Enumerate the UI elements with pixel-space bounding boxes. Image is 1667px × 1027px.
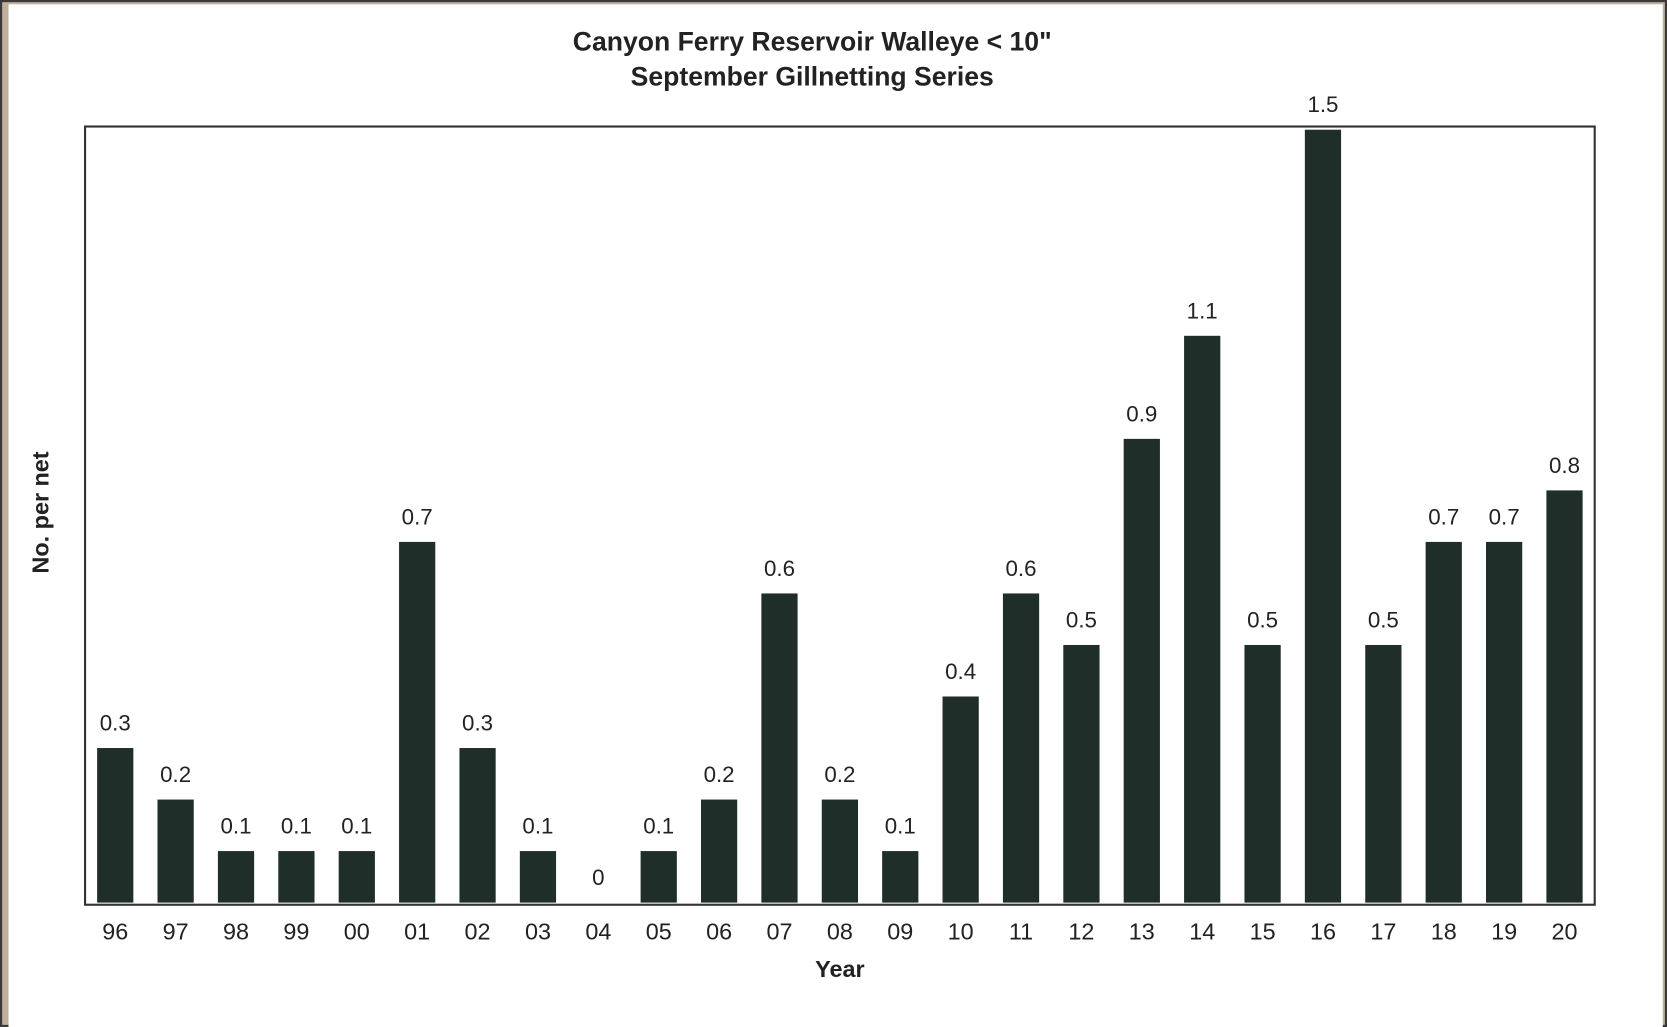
data-label: 1.1	[1187, 298, 1218, 323]
x-tick-label: 98	[223, 919, 249, 945]
bar	[1304, 129, 1342, 903]
plot-area	[83, 125, 1596, 906]
x-tick-label: 16	[1310, 919, 1336, 945]
x-tick-label: 06	[706, 919, 732, 945]
x-tick-label: 10	[948, 919, 974, 945]
x-tick-label: 04	[585, 919, 611, 945]
x-tick-label: 07	[766, 919, 792, 945]
bar	[1123, 438, 1160, 903]
x-axis-label: Year	[815, 956, 864, 982]
data-label: 0.7	[402, 504, 433, 529]
data-label: 0.1	[281, 814, 312, 839]
bar	[1184, 335, 1221, 903]
bar	[1486, 541, 1523, 903]
x-tick-label: 03	[525, 919, 551, 945]
bar	[459, 748, 496, 903]
data-label: 0	[592, 865, 604, 890]
bar	[942, 696, 979, 903]
data-label: 0.6	[764, 556, 795, 581]
x-tick-label: 15	[1250, 919, 1276, 945]
x-tick-label: 09	[887, 919, 913, 945]
bar	[1365, 644, 1402, 903]
x-tick-label: 18	[1431, 919, 1457, 945]
y-axis-label: No. per net	[28, 451, 54, 573]
bar	[700, 799, 738, 903]
bar	[821, 799, 858, 903]
data-label: 0.6	[1006, 556, 1037, 581]
data-label: 0.7	[1428, 504, 1459, 529]
x-tick-label: 13	[1129, 919, 1155, 945]
data-label: 0.5	[1066, 607, 1097, 632]
data-label: 0.1	[885, 814, 916, 839]
data-label: 0.2	[824, 762, 855, 787]
data-label: 0.5	[1247, 607, 1278, 632]
x-tick-label: 02	[465, 919, 491, 945]
data-label: 0.2	[704, 762, 735, 787]
bar	[1425, 541, 1462, 903]
x-tick-label: 96	[102, 919, 128, 945]
x-tick-label: 20	[1552, 919, 1578, 945]
bar	[882, 851, 919, 903]
bar	[519, 851, 557, 903]
data-label: 0.7	[1489, 504, 1520, 529]
data-label: 0.2	[160, 762, 191, 787]
x-tick-label: 11	[1009, 919, 1033, 945]
x-tick-label: 14	[1189, 919, 1215, 945]
data-label: 0.1	[341, 814, 372, 839]
bar	[761, 593, 798, 903]
data-label: 0.1	[522, 814, 553, 839]
bar	[278, 851, 315, 903]
x-tick-label: 99	[283, 919, 309, 945]
bar	[1546, 490, 1583, 903]
data-label: 0.5	[1368, 607, 1399, 632]
x-tick-label: 97	[163, 919, 189, 945]
data-label: 0.4	[945, 659, 976, 684]
x-tick-label: 00	[344, 919, 370, 945]
data-label: 0.9	[1126, 401, 1157, 426]
chart-subtitle: September Gillnetting Series	[631, 62, 994, 92]
bar	[217, 851, 255, 903]
data-label: 0.1	[221, 814, 252, 839]
data-label: 0.3	[462, 711, 493, 736]
data-label: 0.3	[100, 711, 131, 736]
x-tick-label: 17	[1370, 919, 1396, 945]
data-label: 1.5	[1307, 92, 1338, 117]
bar	[640, 851, 677, 903]
x-tick-label: 05	[646, 919, 672, 945]
bar	[399, 541, 436, 903]
chart-title: Canyon Ferry Reservoir Walleye < 10"	[573, 27, 1052, 57]
bar	[97, 748, 134, 903]
x-tick-label: 01	[404, 919, 430, 945]
bar	[157, 799, 194, 903]
x-tick-label: 08	[827, 919, 853, 945]
bar	[338, 851, 375, 903]
x-tick-label: 19	[1491, 919, 1517, 945]
bar	[1063, 644, 1100, 903]
data-label: 0.1	[643, 814, 674, 839]
bar	[1244, 644, 1281, 903]
data-label: 0.8	[1549, 453, 1580, 478]
bar	[1002, 593, 1040, 903]
x-tick-label: 12	[1068, 919, 1094, 945]
